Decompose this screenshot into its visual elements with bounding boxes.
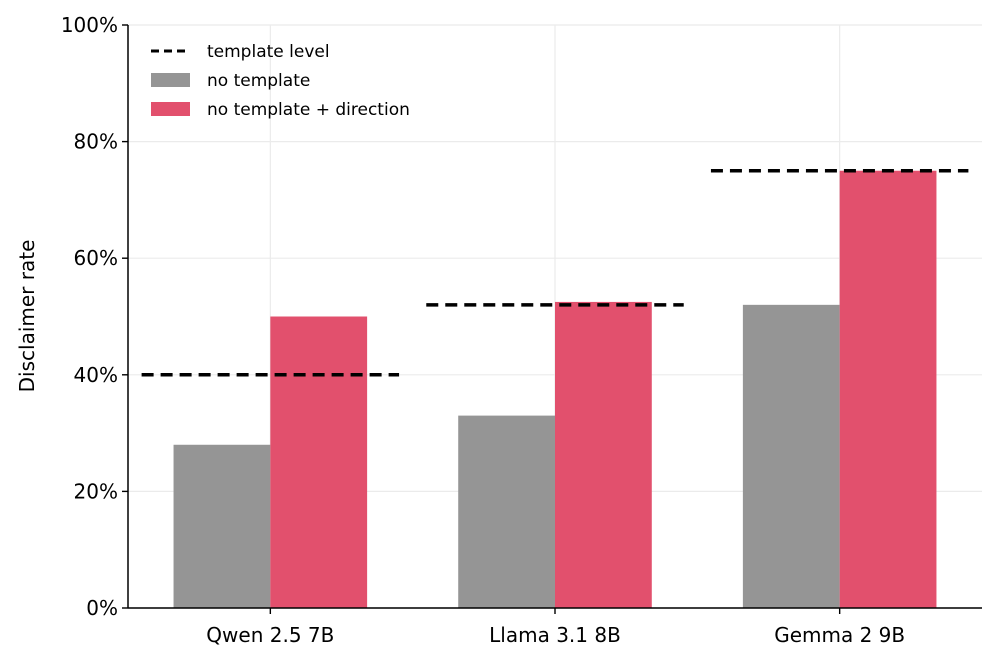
x-tick-label: Llama 3.1 8B <box>489 623 621 647</box>
y-tick-label: 20% <box>74 479 118 503</box>
bar-no-template-direction <box>270 316 368 608</box>
y-tick-label: 60% <box>74 246 118 270</box>
legend-swatch <box>151 102 190 116</box>
bars <box>173 170 937 608</box>
legend-swatch <box>151 73 190 87</box>
x-tick-label: Gemma 2 9B <box>774 623 905 647</box>
bar-no-template-direction <box>555 301 652 608</box>
x-tick-label: Qwen 2.5 7B <box>206 623 334 647</box>
bar-no-template-direction <box>839 170 937 608</box>
y-axis-label: Disclaimer rate <box>15 240 39 393</box>
template-level-lines <box>141 169 969 377</box>
tick-labels: 0% 20% 40% 60% 80% 100% Qwen 2.5 7B Llama 3.1 8… <box>61 13 905 647</box>
y-tick-label: 100% <box>61 13 118 37</box>
legend-label: no template + direction <box>207 100 410 120</box>
axes <box>122 24 982 614</box>
legend: template level no template no template + d… <box>151 42 410 120</box>
y-tick-label: 80% <box>74 130 118 154</box>
legend-label: template level <box>207 42 330 62</box>
legend-label: no template <box>207 71 310 91</box>
bar-no-template <box>173 444 271 608</box>
bar-no-template <box>458 415 555 608</box>
bar-no-template <box>742 304 840 608</box>
y-tick-label: 0% <box>86 596 118 620</box>
y-tick-label: 40% <box>74 363 118 387</box>
